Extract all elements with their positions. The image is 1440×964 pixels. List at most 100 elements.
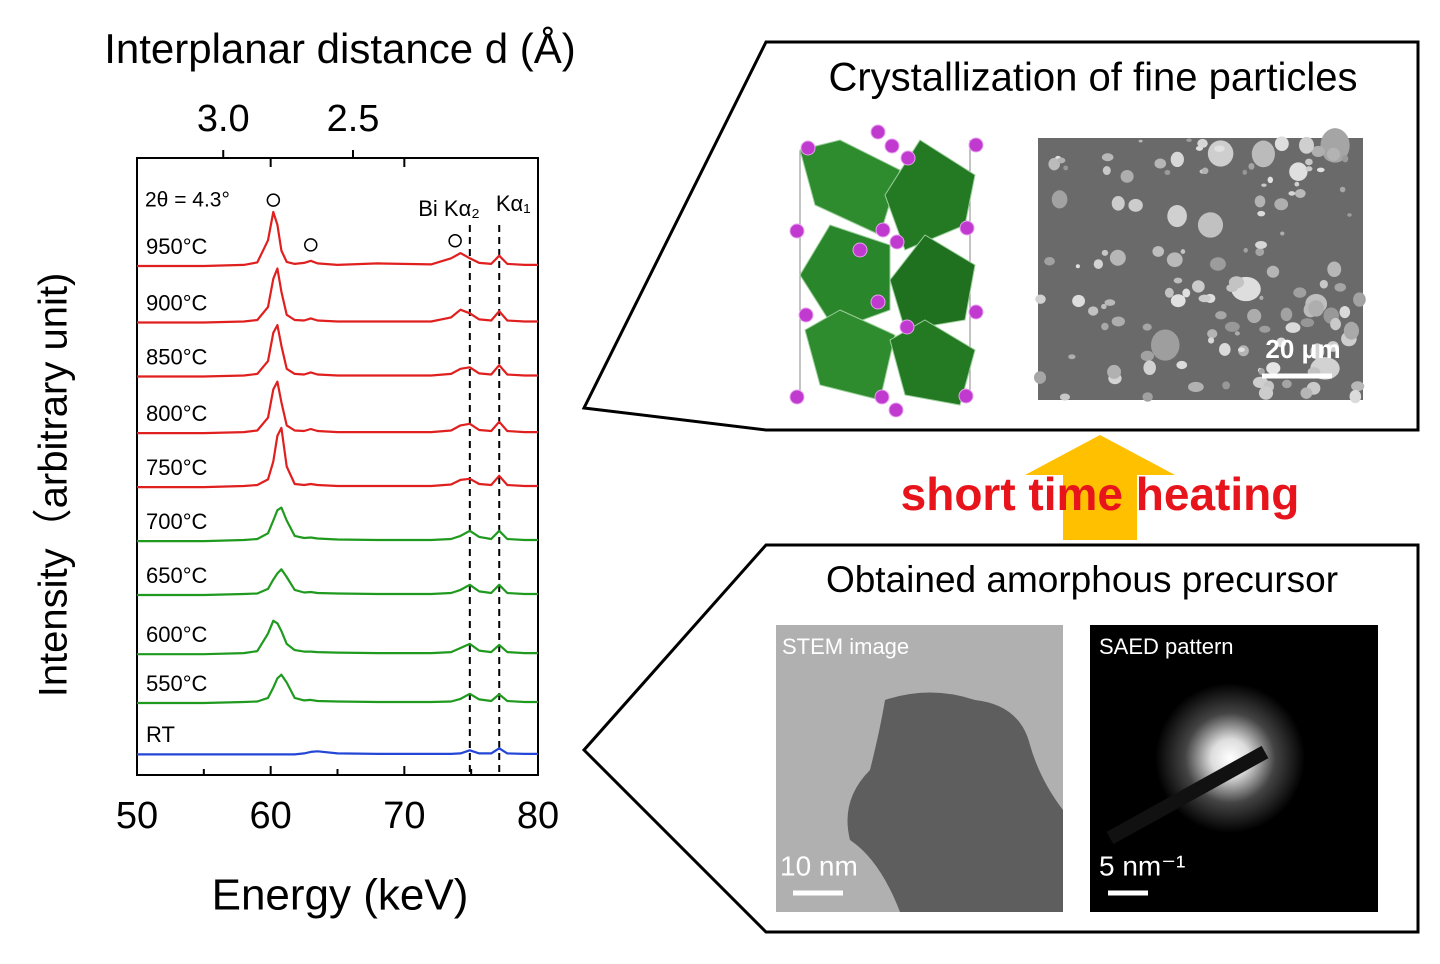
particle: [847, 692, 1063, 912]
y-axis-title: Intensity（arbitrary unit): [32, 273, 76, 698]
atom: [874, 389, 890, 405]
particle: [1266, 265, 1280, 278]
particle: [1305, 166, 1313, 172]
atom: [870, 124, 886, 140]
particle: [1102, 166, 1111, 176]
particle: [1170, 294, 1186, 308]
particle: [1142, 392, 1153, 402]
particle: [1280, 307, 1293, 322]
particle: [1280, 231, 1285, 236]
particle: [1101, 249, 1109, 256]
particle: [1048, 157, 1060, 171]
particle: [1247, 308, 1262, 324]
particle: [1072, 294, 1086, 308]
atom: [888, 402, 904, 418]
particle: [1255, 247, 1265, 257]
particle: [1215, 311, 1227, 320]
particle: [1142, 323, 1152, 331]
scale-bar-label: 10 nm: [780, 850, 858, 881]
particle: [1226, 283, 1238, 293]
particle: [1305, 158, 1313, 166]
x-tick-label: 50: [116, 795, 158, 837]
particle: [1224, 321, 1240, 332]
particle: [1150, 329, 1180, 361]
particle: [1207, 337, 1215, 344]
image-caption: SAED pattern: [1099, 634, 1234, 659]
particle: [1059, 393, 1071, 401]
reference-label: Bi Kα₂: [418, 196, 480, 221]
scale-bar-label: 5 nm⁻¹: [1099, 850, 1185, 881]
particle: [1242, 169, 1248, 175]
particle: [1180, 249, 1186, 255]
particle: [1033, 371, 1047, 384]
particle: [1251, 140, 1275, 168]
particle: [1288, 191, 1296, 196]
particle: [1188, 381, 1204, 393]
particle: [1075, 264, 1080, 269]
diffraction-glow: [1155, 683, 1305, 833]
atom: [899, 319, 915, 335]
particle: [1294, 189, 1306, 198]
particle: [1192, 280, 1205, 293]
series-label: 900°C: [146, 290, 208, 315]
particle: [1111, 316, 1125, 327]
particle: [1152, 246, 1165, 257]
atom: [789, 389, 805, 405]
particle: [1207, 140, 1234, 167]
particle: [1198, 294, 1211, 303]
particle: [1201, 167, 1209, 175]
particle: [1289, 162, 1308, 181]
series-label: 850°C: [146, 344, 208, 369]
particle: [1266, 362, 1281, 375]
atom: [789, 223, 805, 239]
particle: [1248, 163, 1255, 170]
particle: [1267, 176, 1274, 184]
beam-stop: [1106, 745, 1269, 845]
peak-marker: [448, 234, 462, 248]
series-label: 800°C: [146, 401, 208, 426]
particle: [1222, 381, 1230, 390]
atom: [959, 220, 975, 236]
reference-label: Kα₁: [496, 191, 531, 216]
particle: [1274, 136, 1289, 152]
particle: [1259, 295, 1264, 301]
particle: [1257, 210, 1266, 217]
particle: [1327, 261, 1342, 277]
particle: [1138, 139, 1143, 143]
particle: [1311, 145, 1325, 158]
arrow: [1025, 435, 1175, 540]
atom: [900, 150, 916, 166]
series-label: 700°C: [146, 509, 208, 534]
atom: [968, 304, 984, 320]
x2-tick-label: 2.5: [327, 98, 380, 140]
particle: [1176, 360, 1188, 370]
annotation: 2θ = 4.3°: [145, 189, 230, 212]
particle: [1088, 306, 1099, 316]
spectrum-line: [137, 619, 538, 656]
particle: [1107, 364, 1121, 379]
particle: [1101, 153, 1114, 162]
particle: [1339, 306, 1351, 319]
particle: [1182, 288, 1191, 298]
x-tick-label: 70: [383, 795, 425, 837]
particle: [1035, 294, 1046, 304]
particle: [1068, 354, 1076, 360]
particle: [1197, 212, 1224, 238]
x-tick-label: 60: [250, 795, 292, 837]
atom: [875, 222, 891, 238]
series-label: 650°C: [146, 563, 208, 588]
particle: [1197, 138, 1208, 148]
particle: [1281, 379, 1292, 389]
particle: [1164, 169, 1171, 176]
particle: [1164, 287, 1174, 298]
particle: [1300, 318, 1315, 328]
particle: [1339, 186, 1346, 193]
x-axis-title: Energy (keV): [212, 871, 469, 920]
particle: [1261, 183, 1267, 187]
x-tick-label: 80: [517, 795, 559, 837]
scale-bar-label: 20 μm: [1265, 334, 1340, 364]
particle: [1328, 344, 1333, 348]
octahedron: [889, 234, 976, 331]
particle: [1143, 360, 1156, 376]
